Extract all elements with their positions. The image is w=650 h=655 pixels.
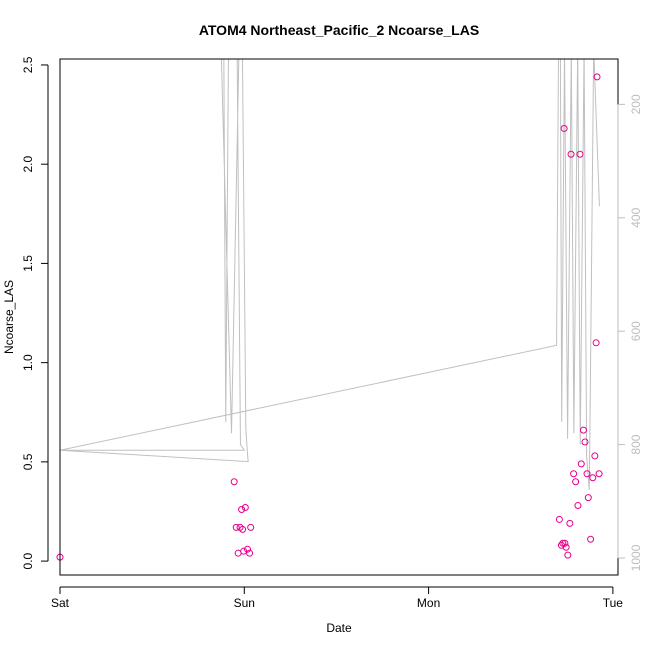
y-tick-label: 1.5 — [21, 255, 35, 272]
right-tick-label: 200 — [629, 94, 643, 114]
data-point — [572, 478, 580, 486]
data-point — [561, 539, 569, 547]
data-point — [232, 523, 240, 531]
data-point — [240, 547, 248, 555]
data-point — [579, 426, 587, 434]
right-tick-label: 1000 — [629, 544, 643, 571]
y-tick-label: 0.0 — [21, 552, 35, 569]
data-point — [574, 502, 582, 510]
data-point — [241, 504, 249, 512]
x-tick-label: Mon — [417, 596, 440, 610]
data-point — [560, 124, 568, 132]
depth-line — [60, 59, 600, 490]
y-tick-label: 0.5 — [21, 453, 35, 470]
data-point — [239, 525, 247, 533]
data-point — [243, 545, 251, 553]
x-tick-label: Sat — [51, 596, 70, 610]
chart-title: ATOM4 Northeast_Pacific_2 Ncoarse_LAS — [199, 22, 479, 38]
data-point — [230, 478, 238, 486]
data-point — [564, 551, 572, 559]
y-tick-label: 2.0 — [21, 156, 35, 173]
data-point — [591, 452, 599, 460]
data-point — [247, 523, 255, 531]
data-point — [555, 515, 563, 523]
data-point — [583, 470, 591, 478]
data-point — [595, 470, 603, 478]
data-point — [238, 506, 246, 514]
right-tick-label: 400 — [629, 207, 643, 227]
data-point — [246, 549, 254, 557]
plot-layer: Sat Sun Mon Tue 0.0 0.5 1.0 1.5 2.0 2.5 200 400 600 8… — [21, 56, 643, 610]
data-point — [577, 460, 585, 468]
data-point — [567, 150, 575, 158]
data-point — [576, 150, 584, 158]
data-point — [562, 543, 570, 551]
data-point — [584, 494, 592, 502]
plot-frame — [59, 58, 619, 576]
x-tick-label: Sun — [234, 596, 255, 610]
data-point — [566, 519, 574, 527]
right-tick-label: 600 — [629, 321, 643, 341]
data-point — [587, 535, 595, 543]
y-axis-label: Ncoarse_LAS — [2, 280, 16, 354]
x-tick-label: Tue — [603, 596, 624, 610]
data-point — [593, 73, 601, 81]
data-point — [581, 438, 589, 446]
right-tick-label: 800 — [629, 434, 643, 454]
y-tick-label: 2.5 — [21, 56, 35, 73]
data-point — [557, 541, 565, 549]
data-point — [589, 474, 597, 482]
y-tick-label: 1.0 — [21, 354, 35, 371]
x-axis-label: Date — [326, 621, 352, 635]
data-point — [592, 339, 600, 347]
data-point — [570, 470, 578, 478]
